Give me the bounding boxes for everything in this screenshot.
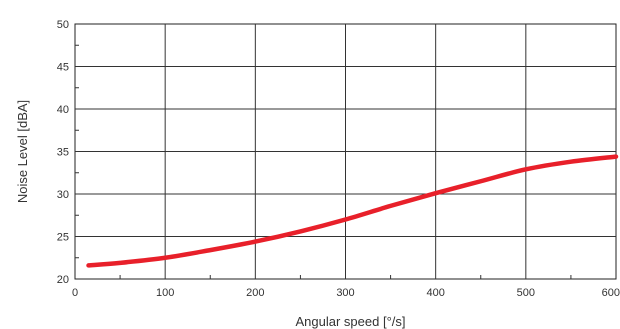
series-layer xyxy=(86,154,619,268)
y-tick-labels: 20 25 30 35 40 45 50 xyxy=(57,19,69,286)
y-axis-title: Noise Level [dBA] xyxy=(15,100,30,203)
x-tick-label: 0 xyxy=(72,287,78,299)
x-tick-label: 100 xyxy=(156,287,174,299)
x-tick-label: 400 xyxy=(426,287,444,299)
y-tick-label: 45 xyxy=(57,62,69,74)
x-tick-label: 600 xyxy=(602,287,620,299)
y-tick-label: 35 xyxy=(57,147,69,159)
x-tick-label: 200 xyxy=(246,287,264,299)
y-tick-label: 20 xyxy=(57,274,69,286)
grid xyxy=(75,24,616,279)
minor-ticks xyxy=(75,44,572,279)
y-tick-label: 25 xyxy=(57,232,69,244)
x-tick-label: 300 xyxy=(336,287,354,299)
y-tick-label: 30 xyxy=(57,189,69,201)
x-axis-title: Angular speed [°/s] xyxy=(296,314,406,329)
y-tick-label: 40 xyxy=(57,104,69,116)
x-tick-label: 500 xyxy=(517,287,535,299)
x-tick-labels: 0 100 200 300 400 500 600 xyxy=(72,287,620,299)
series-line xyxy=(86,154,619,268)
y-tick-label: 50 xyxy=(57,19,69,31)
